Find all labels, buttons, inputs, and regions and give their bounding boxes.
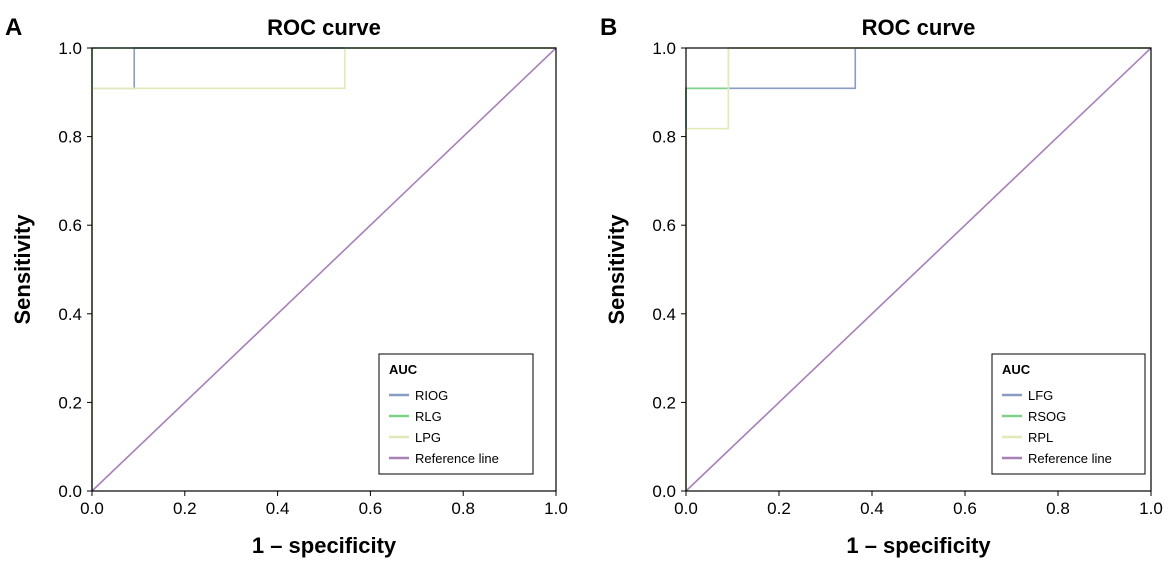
x-tick-label: 0.4	[860, 499, 884, 518]
legend-title: AUC	[389, 362, 418, 377]
x-tick-label: 0.0	[674, 499, 698, 518]
y-axis-label: Sensitivity	[10, 214, 35, 325]
x-tick-label: 0.8	[1046, 499, 1070, 518]
legend-entry-label: RIOG	[415, 388, 448, 403]
legend-entry-label: RSOG	[1028, 409, 1066, 424]
x-tick-label: 0.6	[359, 499, 383, 518]
legend-box	[378, 353, 534, 475]
y-tick-label: 0.8	[652, 128, 676, 147]
y-tick-label: 1.0	[652, 39, 676, 58]
legend-entry-label: LPG	[415, 430, 441, 445]
y-tick-label: 0.0	[58, 482, 82, 501]
x-tick-label: 1.0	[1139, 499, 1163, 518]
panel-label: A	[5, 14, 22, 41]
legend-entry-label: RPL	[1028, 430, 1053, 445]
x-tick-label: 0.4	[266, 499, 290, 518]
legend-box	[991, 353, 1146, 475]
series-line-reference-line	[685, 47, 1152, 492]
y-tick-label: 0.0	[652, 482, 676, 501]
roc-panel-a: A ROC curve 0.0 0.2 0.4 0.6 0.8 1.0 0.0 0.2 0.4 0.6…	[5, 14, 568, 558]
y-tick-label: 0.6	[652, 216, 676, 235]
x-axis-label: 1 – specificity	[252, 533, 397, 558]
y-tick-label: 0.2	[652, 393, 676, 412]
legend-entry-label: RLG	[415, 409, 442, 424]
x-tick-label: 0.2	[173, 499, 197, 518]
legend: AUC LFG RSOG RPL Reference line	[991, 353, 1146, 475]
y-tick-label: 0.6	[58, 216, 82, 235]
chart-title: ROC curve	[862, 15, 976, 40]
plot-frame	[685, 47, 1152, 492]
x-tick-label: 0.8	[451, 499, 475, 518]
x-axis-label: 1 – specificity	[846, 533, 991, 558]
series-line-reference-line	[91, 47, 557, 492]
legend-title: AUC	[1002, 362, 1031, 377]
y-tick-label: 0.4	[652, 305, 676, 324]
y-axis-label: Sensitivity	[604, 214, 629, 325]
x-tick-label: 0.0	[80, 499, 104, 518]
roc-panel-b: B ROC curve 0.0 0.2 0.4 0.6 0.8 1.0 0.0 0.2 0.4 0.6…	[600, 14, 1163, 558]
y-tick-label: 0.8	[58, 128, 82, 147]
plot-frame	[91, 47, 557, 492]
x-tick-label: 0.6	[953, 499, 977, 518]
legend-entry-label: Reference line	[1028, 451, 1112, 466]
y-tick-label: 0.2	[58, 393, 82, 412]
chart-title: ROC curve	[267, 15, 381, 40]
panel-label: B	[600, 14, 617, 41]
y-tick-label: 1.0	[58, 39, 82, 58]
legend: AUC RIOG RLG LPG Reference line	[378, 353, 534, 475]
legend-entry-label: Reference line	[415, 451, 499, 466]
legend-entry-label: LFG	[1028, 388, 1053, 403]
x-tick-label: 1.0	[544, 499, 568, 518]
y-tick-label: 0.4	[58, 305, 82, 324]
x-tick-label: 0.2	[767, 499, 791, 518]
